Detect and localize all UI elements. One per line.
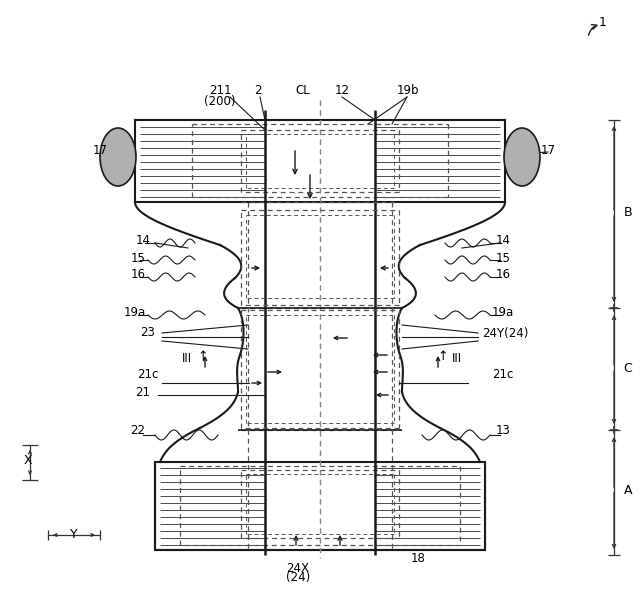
Text: Y: Y xyxy=(70,528,78,542)
Text: 12: 12 xyxy=(335,85,349,98)
Text: (24): (24) xyxy=(286,572,310,584)
Bar xyxy=(155,462,485,550)
Text: 19b: 19b xyxy=(397,85,419,98)
Text: CL: CL xyxy=(296,85,310,98)
Text: 17: 17 xyxy=(541,143,556,157)
Text: C: C xyxy=(623,362,632,375)
Text: 16: 16 xyxy=(495,268,511,281)
Text: III: III xyxy=(452,351,462,365)
Text: 21: 21 xyxy=(136,386,150,398)
Text: X: X xyxy=(24,453,32,467)
Text: III: III xyxy=(182,351,192,365)
Text: 14: 14 xyxy=(136,234,150,246)
Text: 15: 15 xyxy=(131,251,145,265)
Text: B: B xyxy=(624,207,632,220)
Ellipse shape xyxy=(100,128,136,186)
Text: ↑: ↑ xyxy=(197,350,207,362)
Ellipse shape xyxy=(504,128,540,186)
Text: (200): (200) xyxy=(204,95,236,107)
Text: 19a: 19a xyxy=(124,306,146,320)
Text: 211: 211 xyxy=(209,85,231,98)
Text: 18: 18 xyxy=(411,551,426,564)
Text: 23: 23 xyxy=(141,326,156,340)
Text: 14: 14 xyxy=(495,234,511,246)
Text: 16: 16 xyxy=(131,268,145,281)
Text: 24X: 24X xyxy=(287,561,310,575)
Text: 21c: 21c xyxy=(492,368,514,381)
Text: 1: 1 xyxy=(599,15,607,29)
Text: 2: 2 xyxy=(254,85,262,98)
Bar xyxy=(135,120,505,202)
Text: 21c: 21c xyxy=(138,368,159,381)
FancyArrowPatch shape xyxy=(589,24,597,35)
Text: 15: 15 xyxy=(495,251,511,265)
Text: 17: 17 xyxy=(93,143,108,157)
Text: 22: 22 xyxy=(131,423,145,437)
Text: ↑: ↑ xyxy=(438,350,448,362)
Text: 19a: 19a xyxy=(492,306,514,320)
Text: 13: 13 xyxy=(495,423,511,437)
Text: A: A xyxy=(624,484,632,497)
Text: 24Y(24): 24Y(24) xyxy=(482,326,529,340)
